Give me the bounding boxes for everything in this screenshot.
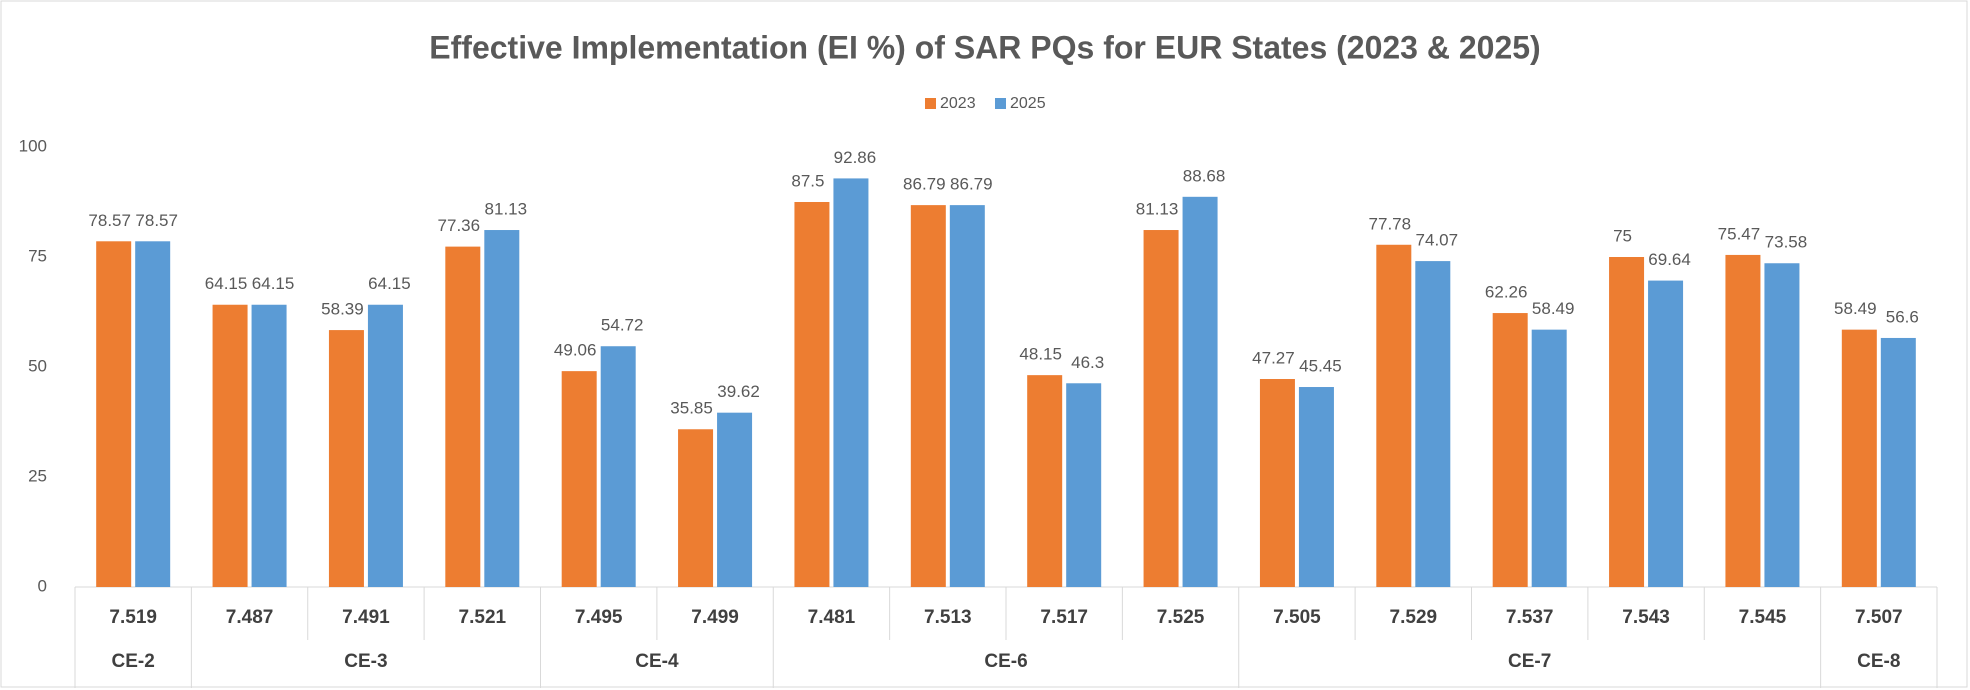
bar [135,241,171,588]
data-label: 64.15 [368,274,411,293]
bar [794,202,830,587]
bar [1492,313,1528,587]
bar [1415,261,1451,587]
x-tick-label: 7.517 [1040,607,1088,628]
bar [833,178,869,587]
x-tick-label: 7.519 [109,607,157,628]
bar [600,346,636,587]
x-tick-label: 7.505 [1273,607,1321,628]
bar [561,371,597,587]
bar [1376,244,1412,587]
x-tick-label: 7.545 [1739,607,1787,628]
bar [1764,263,1800,587]
data-label: 77.78 [1369,214,1412,233]
bar [212,304,248,587]
x-tick-label: 7.521 [459,607,507,628]
x-tick-label: 7.487 [226,607,274,628]
data-label: 58.49 [1834,299,1877,318]
group-label: CE-4 [635,651,679,672]
x-tick-label: 7.495 [575,607,623,628]
x-tick-label: 7.507 [1855,607,1903,628]
data-label: 35.85 [670,399,713,418]
data-label: 81.13 [1136,200,1179,219]
bar [1609,257,1645,587]
data-label: 46.3 [1071,353,1104,372]
data-label: 56.6 [1886,307,1919,326]
data-label: 88.68 [1183,166,1226,185]
bar [328,330,364,587]
data-label: 86.79 [950,175,993,194]
data-label: 74.07 [1416,231,1459,250]
bar [1259,379,1295,587]
legend-swatch [995,98,1006,109]
data-label: 92.86 [834,148,877,167]
data-label: 58.49 [1532,299,1575,318]
data-label: 75.47 [1718,224,1761,243]
bar [910,205,946,587]
data-label: 73.58 [1765,233,1808,252]
bar [1298,387,1334,587]
x-tick-label: 7.481 [808,607,856,628]
bar [484,230,520,587]
bar [1531,329,1567,587]
bar [678,429,714,587]
group-label: CE-6 [984,651,1027,672]
x-tick-label: 7.529 [1390,607,1438,628]
data-label: 54.72 [601,316,644,335]
bar [445,246,481,587]
data-label: 86.79 [903,175,946,194]
y-tick-label: 0 [38,576,47,595]
data-label: 48.15 [1019,345,1062,364]
bar [1725,254,1761,587]
bar [251,304,287,587]
data-label: 77.36 [438,216,481,235]
bar [96,241,132,588]
legend-swatch [925,98,936,109]
bar [1027,375,1063,587]
data-label: 81.13 [485,200,528,219]
data-label: 75 [1613,226,1632,245]
bar [1143,230,1179,587]
data-label: 78.57 [135,211,178,230]
legend-label: 2025 [1010,95,1046,112]
group-label: CE-3 [344,651,387,672]
data-label: 49.06 [554,341,597,360]
x-tick-label: 7.499 [691,607,739,628]
x-tick-label: 7.513 [924,607,972,628]
x-tick-label: 7.491 [342,607,390,628]
data-label: 45.45 [1299,357,1342,376]
y-tick-label: 100 [19,136,47,155]
x-tick-label: 7.537 [1506,607,1554,628]
data-label: 87.5 [791,171,824,190]
bar [1066,383,1102,587]
bar [1841,329,1877,587]
group-label: CE-8 [1857,651,1900,672]
data-label: 69.64 [1648,250,1691,269]
data-label: 78.57 [88,211,131,230]
data-label: 58.39 [321,300,364,319]
y-tick-label: 25 [28,466,47,485]
bar [1648,280,1684,587]
data-label: 64.15 [252,274,295,293]
data-label: 62.26 [1485,283,1528,302]
bar [717,412,753,587]
group-label: CE-2 [112,651,155,672]
y-tick-label: 75 [28,246,47,265]
bar [1880,337,1916,587]
data-label: 47.27 [1252,348,1295,367]
bar [367,304,403,587]
bar [1182,196,1218,588]
chart-title: Effective Implementation (EI %) of SAR P… [429,29,1540,65]
bar [949,205,985,587]
x-tick-label: 7.543 [1622,607,1670,628]
data-label: 39.62 [717,382,760,401]
data-label: 64.15 [205,274,248,293]
legend-label: 2023 [940,95,976,112]
x-tick-label: 7.525 [1157,607,1205,628]
group-label: CE-7 [1508,651,1551,672]
y-tick-label: 50 [28,356,47,375]
